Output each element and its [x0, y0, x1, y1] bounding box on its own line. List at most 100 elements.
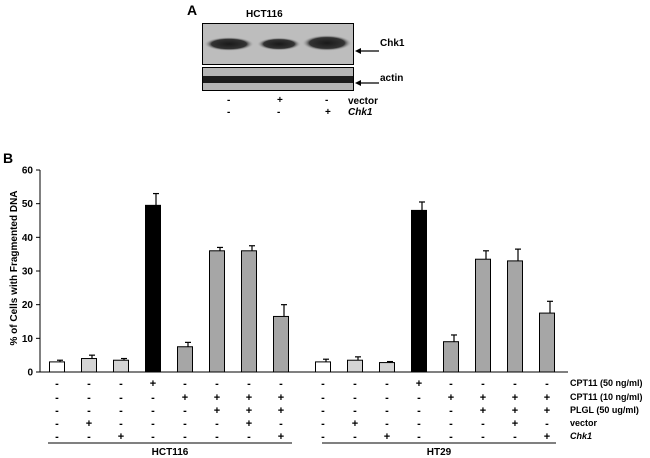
y-tick-label: 50 — [22, 199, 34, 210]
bar-hct116-4 — [145, 204, 161, 373]
condition-sign: + — [512, 418, 518, 430]
y-tick-label: 20 — [22, 300, 34, 311]
condition-sign: + — [278, 431, 284, 443]
chk1-band-lane-2 — [257, 37, 301, 51]
condition-sign: + — [246, 392, 252, 404]
condition-sign: + — [384, 431, 390, 443]
blot-sign-r1c2: + — [277, 95, 283, 106]
bar-hct116-1 — [49, 361, 65, 373]
condition-sign: - — [247, 378, 251, 390]
condition-sign: - — [449, 418, 453, 430]
condition-sign: - — [321, 405, 325, 417]
bar-hct116-8 — [273, 315, 289, 373]
condition-sign: - — [119, 405, 123, 417]
condition-label: Chk1 — [570, 431, 592, 441]
condition-sign: + — [544, 431, 550, 443]
actin-band — [203, 76, 353, 83]
condition-sign: - — [247, 431, 251, 443]
group-label: HT29 — [427, 447, 452, 458]
condition-sign: - — [183, 431, 187, 443]
condition-sign: - — [353, 405, 357, 417]
condition-sign: + — [278, 392, 284, 404]
condition-sign: - — [151, 431, 155, 443]
condition-sign: - — [151, 392, 155, 404]
chk1-band-lane-1 — [204, 37, 254, 51]
condition-sign: - — [481, 418, 485, 430]
condition-sign: + — [118, 431, 124, 443]
condition-sign: - — [55, 378, 59, 390]
bar-ht29-5 — [443, 341, 459, 373]
condition-label: CPT11 (10 ng/ml) — [570, 392, 643, 402]
condition-sign: - — [119, 392, 123, 404]
condition-sign: - — [385, 418, 389, 430]
condition-sign: - — [55, 418, 59, 430]
blot-condition-chk1: Chk1 — [348, 107, 373, 118]
condition-sign: - — [321, 378, 325, 390]
condition-sign: - — [55, 405, 59, 417]
bar-ht29-1 — [315, 361, 331, 373]
condition-sign: - — [545, 378, 549, 390]
condition-sign: - — [481, 431, 485, 443]
bar-hct116-2 — [81, 358, 97, 373]
condition-label: CPT11 (50 ng/ml) — [570, 378, 643, 388]
actin-arrow — [355, 74, 381, 92]
condition-sign: - — [119, 418, 123, 430]
condition-sign: - — [183, 418, 187, 430]
chk1-band-lane-3 — [302, 35, 352, 51]
condition-sign: - — [87, 378, 91, 390]
condition-sign: + — [480, 405, 486, 417]
actin-bands — [203, 76, 353, 83]
condition-sign: - — [321, 431, 325, 443]
condition-sign: - — [417, 431, 421, 443]
condition-sign: + — [182, 392, 188, 404]
blot-sign-r2c3: + — [325, 107, 331, 118]
chk1-bands — [204, 35, 352, 51]
blot-sign-r1c3: - — [325, 95, 329, 106]
condition-sign: - — [513, 378, 517, 390]
blot-condition-vector: vector — [348, 96, 379, 107]
condition-sign: - — [55, 392, 59, 404]
condition-sign: - — [353, 378, 357, 390]
condition-sign: + — [544, 405, 550, 417]
condition-sign: + — [86, 418, 92, 430]
bar-ht29-2 — [347, 359, 363, 373]
condition-sign: + — [150, 378, 156, 390]
actin-blot — [202, 67, 354, 91]
condition-sign: - — [385, 392, 389, 404]
condition-sign: - — [385, 405, 389, 417]
condition-sign: - — [449, 431, 453, 443]
condition-sign: - — [353, 431, 357, 443]
condition-sign: - — [321, 392, 325, 404]
condition-sign: - — [279, 378, 283, 390]
condition-sign: + — [246, 405, 252, 417]
condition-sign: + — [512, 392, 518, 404]
blot-sign-r1c1: - — [227, 95, 231, 106]
blot-sign-r2c1: - — [227, 107, 231, 118]
bar-hct116-5 — [177, 346, 193, 373]
condition-sign: - — [87, 392, 91, 404]
chk1-blot — [202, 23, 354, 65]
condition-sign: + — [214, 405, 220, 417]
chk1-band-label: Chk1 — [380, 38, 405, 49]
condition-sign: + — [544, 392, 550, 404]
condition-sign: - — [87, 431, 91, 443]
bar-ht29-3 — [379, 362, 395, 373]
condition-sign: + — [480, 392, 486, 404]
condition-label: PLGL (50 ug/ml) — [570, 405, 639, 415]
chk1-arrow — [355, 42, 381, 60]
condition-sign: - — [481, 378, 485, 390]
blot-cell-line: HCT116 — [246, 9, 283, 20]
condition-sign: - — [183, 405, 187, 417]
condition-sign: - — [449, 405, 453, 417]
condition-sign: - — [417, 418, 421, 430]
condition-sign: - — [183, 378, 187, 390]
group-label: HCT116 — [152, 447, 189, 458]
condition-sign: + — [448, 392, 454, 404]
condition-sign: - — [385, 378, 389, 390]
condition-sign: - — [417, 392, 421, 404]
condition-sign: - — [279, 418, 283, 430]
y-tick-label: 40 — [22, 233, 34, 244]
y-tick-label: 10 — [22, 334, 34, 345]
panel-b-label: B — [3, 150, 14, 166]
